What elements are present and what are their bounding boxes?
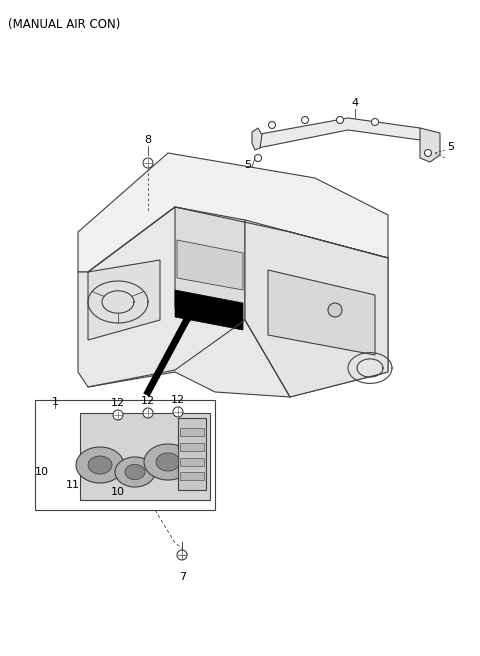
- Bar: [80, 413, 210, 500]
- Circle shape: [336, 117, 344, 123]
- Polygon shape: [78, 153, 388, 272]
- Text: 5: 5: [244, 160, 252, 170]
- Polygon shape: [268, 270, 375, 355]
- Polygon shape: [115, 457, 155, 487]
- Polygon shape: [78, 207, 388, 397]
- Text: 11: 11: [66, 480, 80, 490]
- Text: 1: 1: [51, 397, 59, 407]
- Bar: [35, 400, 215, 510]
- Polygon shape: [175, 290, 243, 330]
- Polygon shape: [88, 260, 160, 340]
- Text: 12: 12: [111, 398, 125, 408]
- Circle shape: [268, 121, 276, 129]
- Circle shape: [424, 150, 432, 157]
- Text: 12: 12: [171, 395, 185, 405]
- Circle shape: [143, 408, 153, 418]
- Circle shape: [301, 117, 309, 123]
- Polygon shape: [125, 464, 145, 480]
- Text: 4: 4: [351, 98, 359, 108]
- Polygon shape: [252, 128, 262, 150]
- Bar: [180, 472, 204, 480]
- Circle shape: [173, 407, 183, 417]
- Text: (MANUAL AIR CON): (MANUAL AIR CON): [8, 18, 120, 31]
- Text: 5: 5: [447, 142, 454, 152]
- Circle shape: [143, 158, 153, 168]
- Polygon shape: [156, 453, 180, 471]
- Bar: [180, 428, 204, 436]
- Polygon shape: [420, 128, 440, 162]
- Polygon shape: [177, 240, 243, 290]
- Text: 8: 8: [144, 135, 152, 145]
- Circle shape: [177, 550, 187, 560]
- Polygon shape: [144, 444, 192, 480]
- Circle shape: [328, 303, 342, 317]
- Polygon shape: [255, 118, 425, 148]
- Text: 12: 12: [141, 396, 155, 406]
- Polygon shape: [88, 456, 112, 474]
- Circle shape: [254, 155, 262, 161]
- Text: 7: 7: [180, 572, 187, 582]
- Polygon shape: [175, 207, 245, 320]
- Circle shape: [372, 119, 379, 125]
- Bar: [180, 458, 204, 466]
- Bar: [180, 443, 204, 451]
- Text: 10: 10: [35, 467, 49, 477]
- Text: 10: 10: [111, 487, 125, 497]
- Polygon shape: [245, 220, 388, 397]
- Bar: [178, 418, 206, 490]
- Polygon shape: [76, 447, 124, 483]
- Circle shape: [113, 410, 123, 420]
